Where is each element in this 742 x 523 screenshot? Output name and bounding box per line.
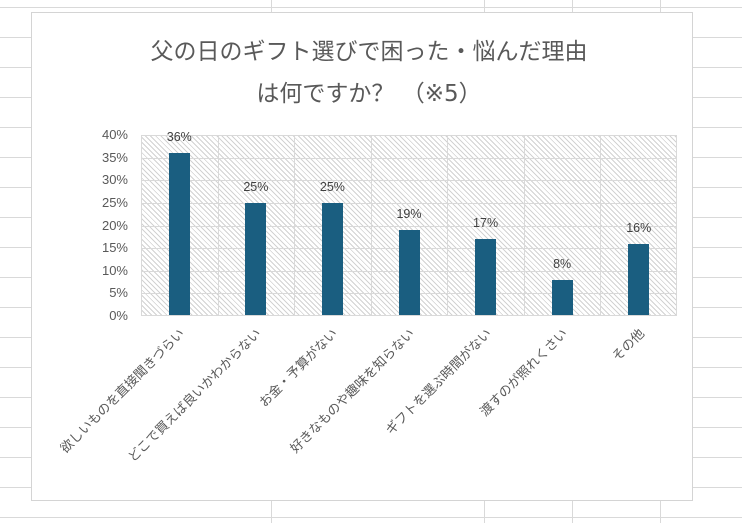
- y-tick-label: 40%: [101, 127, 128, 142]
- x-tick-label: その他: [609, 326, 648, 365]
- gridline-vertical: [447, 136, 449, 315]
- y-tick-label: 15%: [101, 240, 128, 256]
- gridline-horizontal: [142, 202, 676, 204]
- chart-title-line-2: は何ですか？ （※5）: [256, 81, 482, 107]
- y-tick-label: 5%: [109, 285, 128, 301]
- data-label: 25%: [319, 179, 345, 194]
- y-tick-label: 35%: [101, 149, 128, 165]
- x-tick-label: 好きなものや趣味を知らない: [287, 326, 418, 457]
- data-label: 16%: [626, 220, 652, 235]
- data-label: 36%: [166, 130, 192, 145]
- y-tick-label: 30%: [101, 172, 128, 188]
- data-label: 17%: [473, 216, 499, 231]
- gridline-horizontal: [142, 157, 676, 159]
- gridline-horizontal: [142, 180, 676, 182]
- sheet-row-line: [0, 517, 742, 518]
- gridline-horizontal: [142, 225, 676, 227]
- y-tick-label: 10%: [101, 262, 128, 278]
- chart-title-line-1: 父の日のギフト選びで困った・悩んだ理由: [150, 39, 588, 65]
- bar[interactable]: [628, 243, 650, 315]
- gridline-vertical: [600, 136, 602, 315]
- data-label: 8%: [553, 256, 572, 271]
- data-label: 19%: [396, 207, 422, 222]
- x-tick-label: どこで買えば良いかわからない: [125, 326, 265, 466]
- chart-title: 父の日のギフト選びで困った・悩んだ理由 は何ですか？ （※5）: [32, 31, 692, 115]
- gridline-vertical: [217, 136, 219, 315]
- gridline-vertical: [370, 136, 372, 315]
- gridline-vertical: [294, 136, 296, 315]
- x-tick-label: 欲しいものを直接聞きづらい: [58, 326, 189, 457]
- y-tick-label: 25%: [101, 194, 128, 210]
- data-label: 25%: [243, 179, 269, 194]
- bar[interactable]: [398, 230, 420, 315]
- bar[interactable]: [245, 202, 267, 315]
- bar[interactable]: [168, 153, 190, 315]
- y-tick-label: 20%: [101, 217, 128, 233]
- y-tick-label: 0%: [109, 308, 128, 323]
- bar[interactable]: [321, 202, 343, 315]
- bar[interactable]: [551, 279, 573, 315]
- gridline-vertical: [523, 136, 525, 315]
- x-tick-label: お金・予算がない: [257, 326, 342, 411]
- chart-container[interactable]: 父の日のギフト選びで困った・悩んだ理由 は何ですか？ （※5） 0% 5% 10% 1…: [31, 12, 693, 501]
- sheet-row-line: [0, 7, 742, 8]
- bar[interactable]: [475, 239, 497, 315]
